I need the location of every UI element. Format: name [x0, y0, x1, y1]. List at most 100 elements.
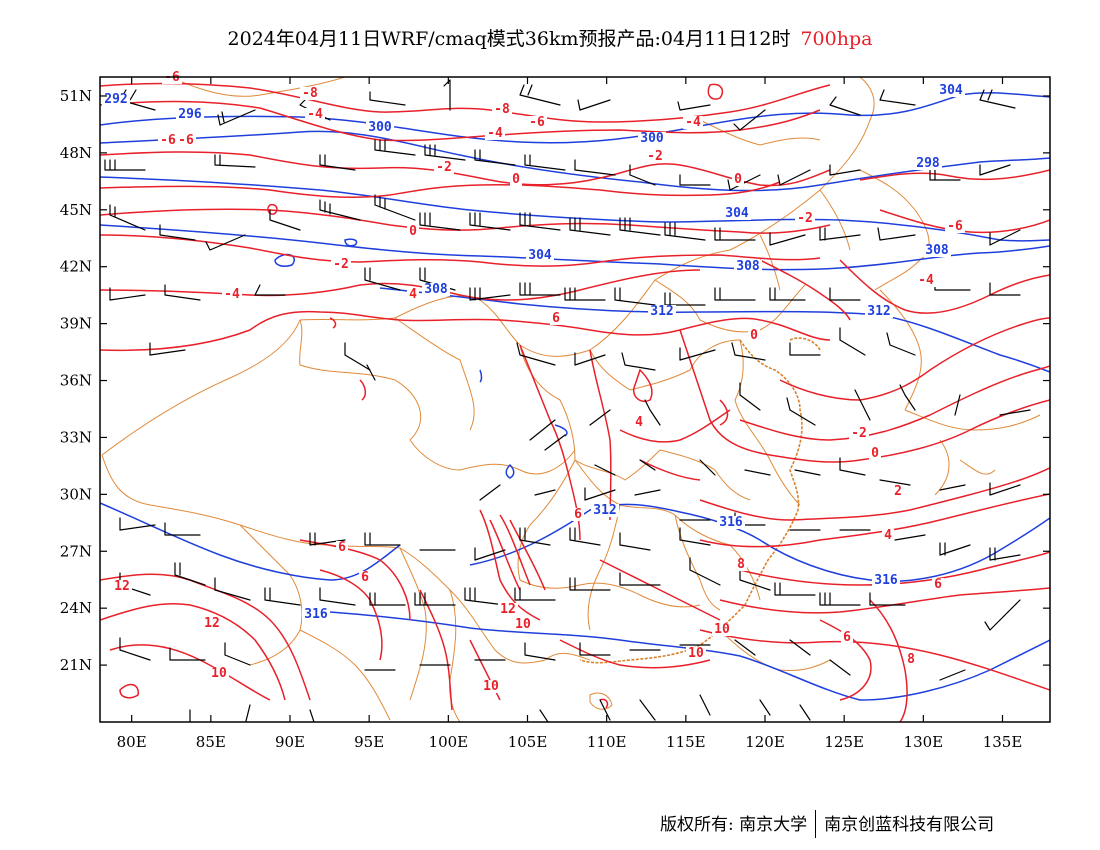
temperature-label: 6: [843, 630, 851, 645]
temperature-label: 10: [483, 679, 499, 694]
label-bg: [492, 103, 512, 116]
chart-title: 2024年04月11日WRF/cmaq模式36km预报产品:04月11日12时 7…: [0, 24, 1100, 51]
label-bg: [336, 541, 348, 554]
geopotential-label: 312: [867, 304, 890, 319]
geopotential-label: 308: [424, 282, 448, 297]
label-bg: [176, 108, 204, 121]
geopotential-label: 292: [104, 92, 127, 107]
y-tick-label: 48N: [60, 144, 92, 162]
x-tick-label: 130E: [904, 733, 944, 751]
temperature-label: 4: [635, 415, 643, 430]
coastline: [579, 337, 821, 664]
label-bg: [914, 157, 942, 170]
label-bg: [510, 173, 522, 186]
x-tick-label: 80E: [117, 733, 147, 751]
temperature-label: 6: [552, 311, 560, 326]
label-bg: [434, 161, 454, 174]
label-bg: [550, 312, 562, 325]
temperature-label: -6: [947, 219, 963, 234]
label-bg: [648, 305, 676, 318]
label-bg: [683, 116, 703, 129]
temperature-label: -4: [307, 107, 323, 122]
label-bg: [591, 504, 619, 517]
temperature-label: 8: [737, 557, 745, 572]
temperature-label: -2: [851, 426, 867, 441]
temperature-label: 10: [714, 622, 730, 637]
geopotential-label: 308: [925, 243, 949, 258]
temperature-label: -2: [436, 160, 452, 175]
temperature-label: 6: [934, 577, 942, 592]
x-tick-label: 120E: [745, 733, 785, 751]
geopotential-label: 300: [368, 120, 392, 135]
temperature-label: 6: [574, 507, 582, 522]
label-bg: [732, 173, 744, 186]
y-tick-label: 42N: [60, 258, 92, 276]
geopotential-label: 308: [736, 259, 760, 274]
title-level: 700hpa: [800, 28, 873, 50]
plot-frame: [99, 76, 1051, 723]
x-tick-label: 105E: [508, 733, 548, 751]
label-bg: [481, 680, 501, 693]
temperature-label: -4: [224, 287, 240, 302]
label-bg: [331, 258, 351, 271]
label-bg: [407, 225, 419, 238]
temperature-label: -2: [333, 257, 349, 272]
label-bg: [305, 108, 325, 121]
x-tick-label: 125E: [824, 733, 864, 751]
y-tick-label: 45N: [60, 201, 92, 219]
temperature-label: 0: [734, 172, 742, 187]
geopotential-contours: [100, 92, 1050, 701]
label-bg: [202, 617, 222, 630]
temperature-label: 0: [750, 328, 758, 343]
label-bg: [158, 134, 178, 147]
temperature-label: -4: [685, 115, 701, 130]
temperature-label: -2: [797, 211, 813, 226]
geopotential-labels: 292 296 300 300 298 304 304 304 308 308 308 312 312 3…: [102, 83, 965, 622]
label-bg: [300, 87, 320, 100]
label-bg: [209, 667, 229, 680]
temperature-label: -4: [487, 126, 503, 141]
geopotential-label: 300: [640, 131, 664, 146]
temperature-label: -2: [647, 149, 663, 164]
label-bg: [102, 93, 130, 106]
geopotential-label: 304: [725, 206, 749, 221]
temperature-label: 6: [338, 540, 346, 555]
label-bg: [498, 603, 518, 616]
label-bg: [422, 283, 450, 296]
x-axis: 80E 85E 90E 95E 100E 105E 110E 115E 120E 125E 130E…: [117, 77, 1022, 751]
label-bg: [734, 260, 762, 273]
label-bg: [222, 288, 242, 301]
label-bg: [712, 623, 732, 636]
temperature-label: 0: [871, 446, 879, 461]
temperature-label: 12: [114, 579, 130, 594]
label-bg: [905, 653, 917, 666]
copyright-left: 版权所有: 南京大学: [660, 815, 808, 835]
temperature-label: -8: [494, 102, 510, 117]
label-bg: [407, 288, 419, 301]
label-bg: [513, 618, 533, 631]
temperature-label: -8: [302, 86, 318, 101]
label-bg: [865, 305, 893, 318]
geopotential-label: 316: [304, 607, 328, 622]
label-bg: [638, 132, 666, 145]
x-tick-label: 90E: [275, 733, 305, 751]
temperature-label: 0: [409, 224, 417, 239]
temperature-label: 0: [512, 172, 520, 187]
copyright: 版权所有: 南京大学 南京创蓝科技有限公司: [660, 809, 994, 840]
temperature-label: -6: [178, 133, 194, 148]
label-bg: [735, 558, 747, 571]
y-tick-label: 30N: [60, 485, 92, 503]
geopotential-label: 316: [719, 515, 743, 530]
label-bg: [645, 150, 665, 163]
temperature-label: 2: [894, 484, 902, 499]
label-bg: [872, 574, 900, 587]
label-bg: [795, 212, 815, 225]
geopotential-label: 304: [939, 83, 963, 98]
label-bg: [526, 249, 554, 262]
label-bg: [723, 207, 751, 220]
y-tick-label: 27N: [60, 542, 92, 560]
label-bg: [841, 631, 853, 644]
y-tick-label: 39N: [60, 315, 92, 333]
label-bg: [849, 427, 869, 440]
temperature-label: 12: [204, 616, 220, 631]
